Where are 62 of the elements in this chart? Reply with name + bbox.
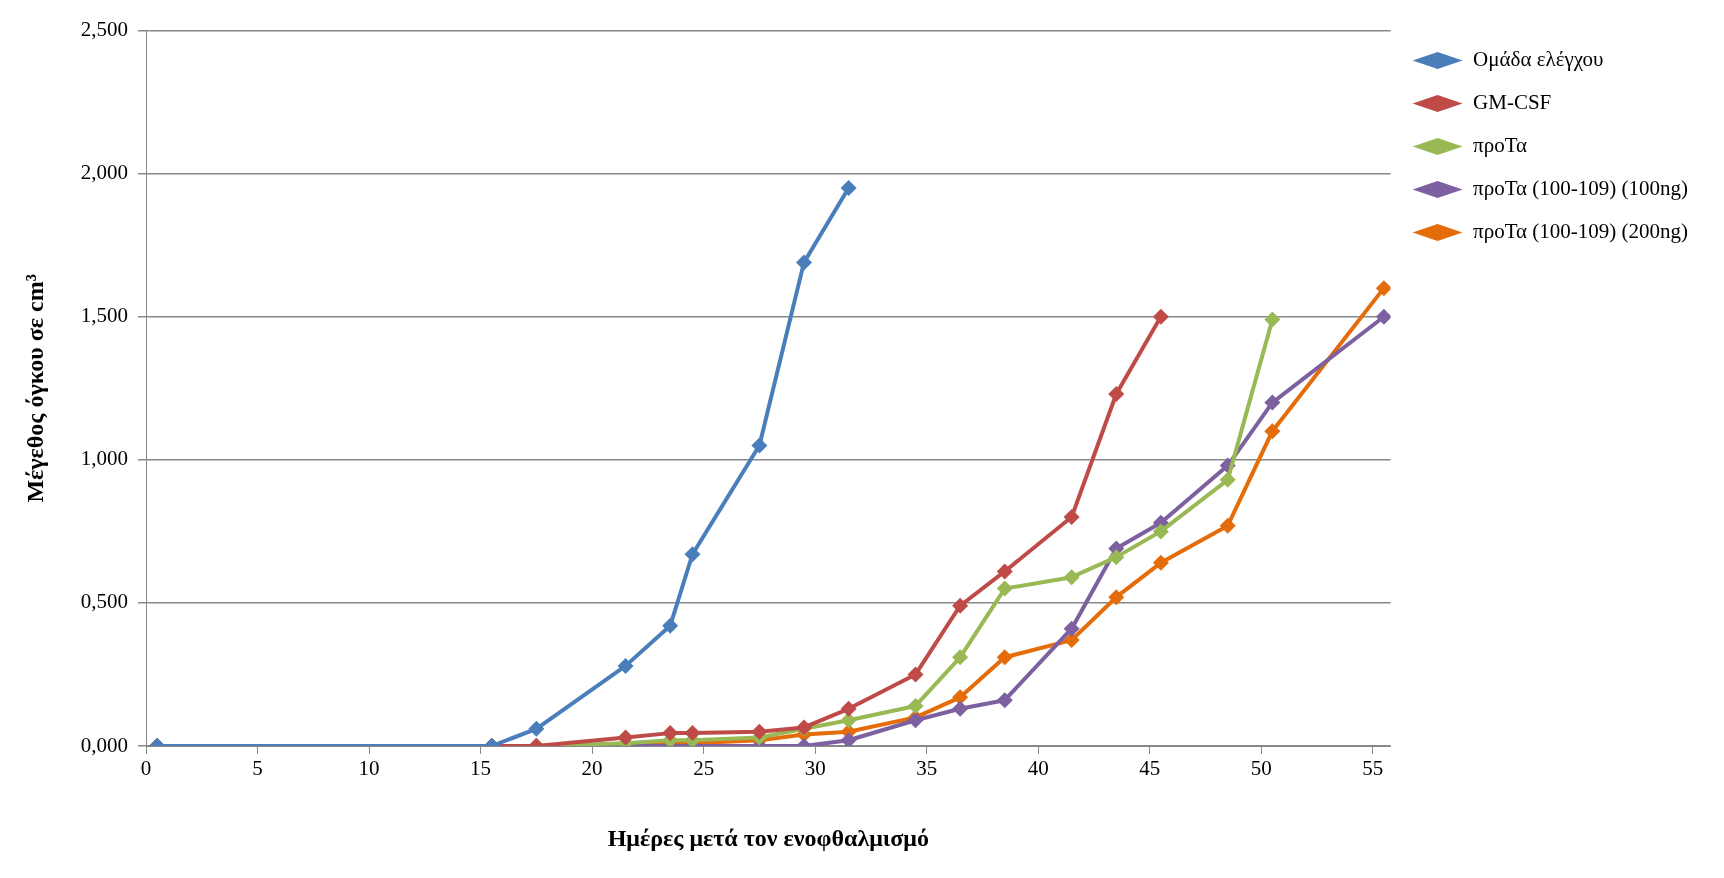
point <box>617 657 634 674</box>
x-tick-label: 5 <box>252 756 263 781</box>
point <box>996 649 1013 666</box>
point <box>662 617 679 634</box>
x-tick-label: 50 <box>1250 756 1272 781</box>
point <box>1264 311 1281 328</box>
point <box>1219 517 1236 534</box>
point <box>840 179 857 196</box>
point <box>996 580 1013 597</box>
legend-label: προΤα (100-109) (200ng) <box>1473 219 1689 244</box>
y-tick-label: 0,500 <box>80 589 129 614</box>
point <box>952 700 969 717</box>
point <box>952 649 969 666</box>
point <box>1108 386 1125 403</box>
point <box>1264 423 1281 440</box>
legend-label: Ομάδα ελέγχου <box>1473 47 1604 72</box>
point <box>996 563 1013 580</box>
legend-label: GM-CSF <box>1473 90 1552 115</box>
point <box>684 546 701 563</box>
x-tick-label: 15 <box>470 756 492 781</box>
point <box>952 597 969 614</box>
y-tick-label: 2,000 <box>80 160 129 185</box>
point <box>528 720 545 737</box>
y-tick-label: 1,000 <box>80 446 129 471</box>
x-tick-label: 55 <box>1362 756 1384 781</box>
x-tick-label: 10 <box>358 756 380 781</box>
y-tick-label: 1,500 <box>80 303 129 328</box>
point <box>1152 523 1169 540</box>
point <box>840 732 857 746</box>
point <box>1063 509 1080 526</box>
point <box>907 697 924 714</box>
point <box>617 729 634 746</box>
point <box>1219 471 1236 488</box>
point <box>1375 280 1391 297</box>
x-tick-label: 20 <box>581 756 603 781</box>
point <box>1063 620 1080 637</box>
point <box>1152 308 1169 325</box>
x-tick-label: 35 <box>916 756 938 781</box>
point <box>1152 554 1169 571</box>
point <box>907 666 924 683</box>
point <box>1063 569 1080 586</box>
point <box>751 723 768 740</box>
x-tick-label: 30 <box>804 756 826 781</box>
x-tick-label: 45 <box>1139 756 1161 781</box>
x-tick-label: 0 <box>140 756 152 781</box>
point <box>795 254 812 271</box>
point <box>1108 589 1125 606</box>
y-tick-label: 2,500 <box>80 17 129 42</box>
x-tick-label: 25 <box>693 756 715 781</box>
legend-label: προΤα (100-109) (100ng) <box>1473 176 1689 201</box>
y-axis-title: Μέγεθος όγκου σε cm³ <box>21 274 48 503</box>
x-axis-title: Ημέρες μετά τον ενοφθαλμισμό <box>607 824 929 851</box>
point <box>996 692 1013 709</box>
point <box>684 725 701 742</box>
point <box>1108 549 1125 566</box>
legend-label: προΤα <box>1473 133 1528 158</box>
point <box>840 700 857 717</box>
y-tick-label: 0,000 <box>80 732 129 757</box>
x-tick-label: 40 <box>1027 756 1049 781</box>
point <box>751 437 768 454</box>
point <box>1264 394 1281 411</box>
point <box>1375 308 1391 325</box>
